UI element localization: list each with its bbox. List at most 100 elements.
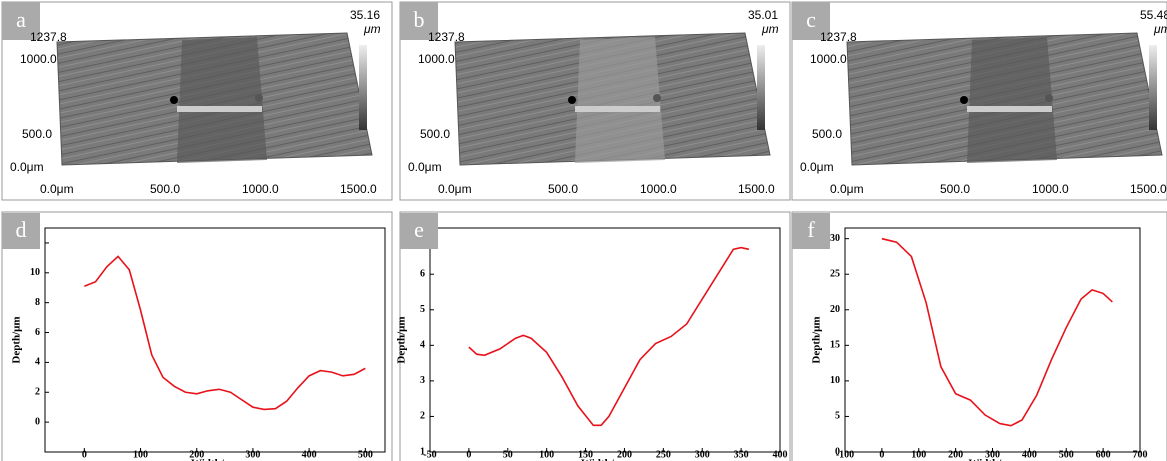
y-axis-label: 500.0	[420, 127, 450, 141]
panel-label-box	[2, 213, 40, 249]
x-axis-label: 500.0	[150, 182, 180, 196]
color-scale	[359, 45, 367, 130]
panel-label: f	[807, 217, 815, 242]
x-axis-label: 1500.0	[1130, 182, 1167, 196]
panel-label: c	[806, 7, 816, 32]
x-tick-label: 500	[358, 449, 373, 460]
data-line	[881, 237, 1113, 427]
x-tick-label: 0	[82, 449, 87, 460]
x-axis-label: 0.0μm	[438, 182, 472, 196]
measure-line	[177, 106, 262, 112]
x-tick-label: -50	[423, 449, 436, 460]
y-axis-label: 1237.8	[30, 30, 67, 44]
y-tick-label: 5	[835, 411, 840, 422]
x-tick-label: 0	[466, 449, 471, 460]
y-tick-label: 2	[420, 411, 425, 422]
x-axis-label: 1500.0	[340, 182, 377, 196]
x-axis-label: 1000.0	[242, 182, 279, 196]
y-axis-label: 1000.0	[418, 52, 455, 66]
panel-frame	[399, 211, 791, 461]
y-axis-label: 500.0	[22, 127, 52, 141]
marker	[255, 94, 263, 102]
y-tick-label: 15	[830, 340, 840, 351]
x-tick-label: 300	[695, 449, 710, 460]
scale-unit: μm	[761, 22, 779, 36]
x-tick-label: 400	[302, 449, 317, 460]
plot-frame	[429, 227, 781, 453]
x-tick-label: -100	[836, 449, 854, 460]
panel-label: b	[414, 7, 425, 32]
x-axis-title: Width/um	[968, 458, 1016, 461]
panel-label: e	[414, 217, 424, 242]
plot-frame	[44, 227, 386, 453]
wear-track	[177, 37, 267, 163]
x-tick-label: 600	[1096, 449, 1111, 460]
x-tick-label: 100	[911, 449, 926, 460]
x-tick-label: 200	[189, 449, 204, 460]
wear-track	[575, 37, 665, 163]
x-tick-label: 200	[617, 449, 632, 460]
x-tick-label: 400	[773, 449, 788, 460]
data-line	[468, 246, 750, 427]
y-axis-label: 500.0	[812, 127, 842, 141]
panel-frame	[791, 211, 1167, 461]
x-tick-label: 400	[1022, 449, 1037, 460]
panel-label: d	[16, 217, 27, 242]
panel-label: a	[16, 7, 26, 32]
panel-frame	[1, 211, 393, 461]
y-tick-label: 10	[830, 375, 840, 386]
y-axis-label: 0.0μm	[800, 160, 834, 174]
color-scale	[1149, 45, 1157, 130]
x-axis-label: 0.0μm	[40, 182, 74, 196]
color-scale	[757, 45, 765, 130]
y-tick-label: 6	[420, 269, 425, 280]
x-axis-label: 0.0μm	[830, 182, 864, 196]
data-line	[84, 255, 366, 411]
y-tick-label: 4	[35, 357, 40, 368]
y-tick-label: 2	[35, 387, 40, 398]
x-tick-label: 500	[1059, 449, 1074, 460]
panel-label-box	[2, 2, 40, 40]
y-axis-label: 1000.0	[810, 52, 847, 66]
x-tick-label: 150	[578, 449, 593, 460]
x-axis-label: 1000.0	[1032, 182, 1069, 196]
y-axis-title: Depth/μm	[396, 316, 408, 363]
y-tick-label: 0	[35, 416, 40, 427]
x-tick-label: 300	[245, 449, 260, 460]
scale-max: 35.01	[748, 8, 778, 22]
x-tick-label: 100	[539, 449, 554, 460]
y-axis-title: Depth/μm	[11, 316, 23, 363]
marker	[653, 94, 661, 102]
marker	[1045, 94, 1053, 102]
y-tick-label: 6	[35, 327, 40, 338]
y-tick-label: 5	[420, 304, 425, 315]
y-axis-label: 1237.8	[428, 30, 465, 44]
measure-line	[967, 106, 1052, 112]
y-tick-label: 0	[835, 446, 840, 457]
y-tick-label: 4	[420, 340, 425, 351]
x-tick-label: 100	[133, 449, 148, 460]
y-axis-title: Depth/μm	[811, 316, 823, 363]
x-tick-label: 250	[656, 449, 671, 460]
y-tick-label: 8	[35, 297, 40, 308]
marker	[960, 96, 968, 104]
marker	[170, 96, 178, 104]
x-axis-title: Width/um	[581, 458, 629, 461]
y-axis-label: 1237.8	[820, 30, 857, 44]
x-axis-title: Width/um	[191, 458, 239, 461]
y-tick-label: 1	[420, 446, 425, 457]
y-tick-label: 30	[830, 233, 840, 244]
x-tick-label: 50	[503, 449, 513, 460]
x-tick-label: 300	[985, 449, 1000, 460]
scale-unit: μm	[363, 22, 381, 36]
x-tick-label: 350	[734, 449, 749, 460]
y-tick-label: 3	[420, 375, 425, 386]
y-tick-label: 10	[30, 267, 40, 278]
x-tick-label: 0	[879, 449, 884, 460]
measure-line	[575, 106, 660, 112]
x-tick-label: 700	[1133, 449, 1148, 460]
y-axis-label: 0.0μm	[10, 160, 44, 174]
scale-unit: μm	[1153, 22, 1167, 36]
panel-label-box	[400, 2, 438, 40]
